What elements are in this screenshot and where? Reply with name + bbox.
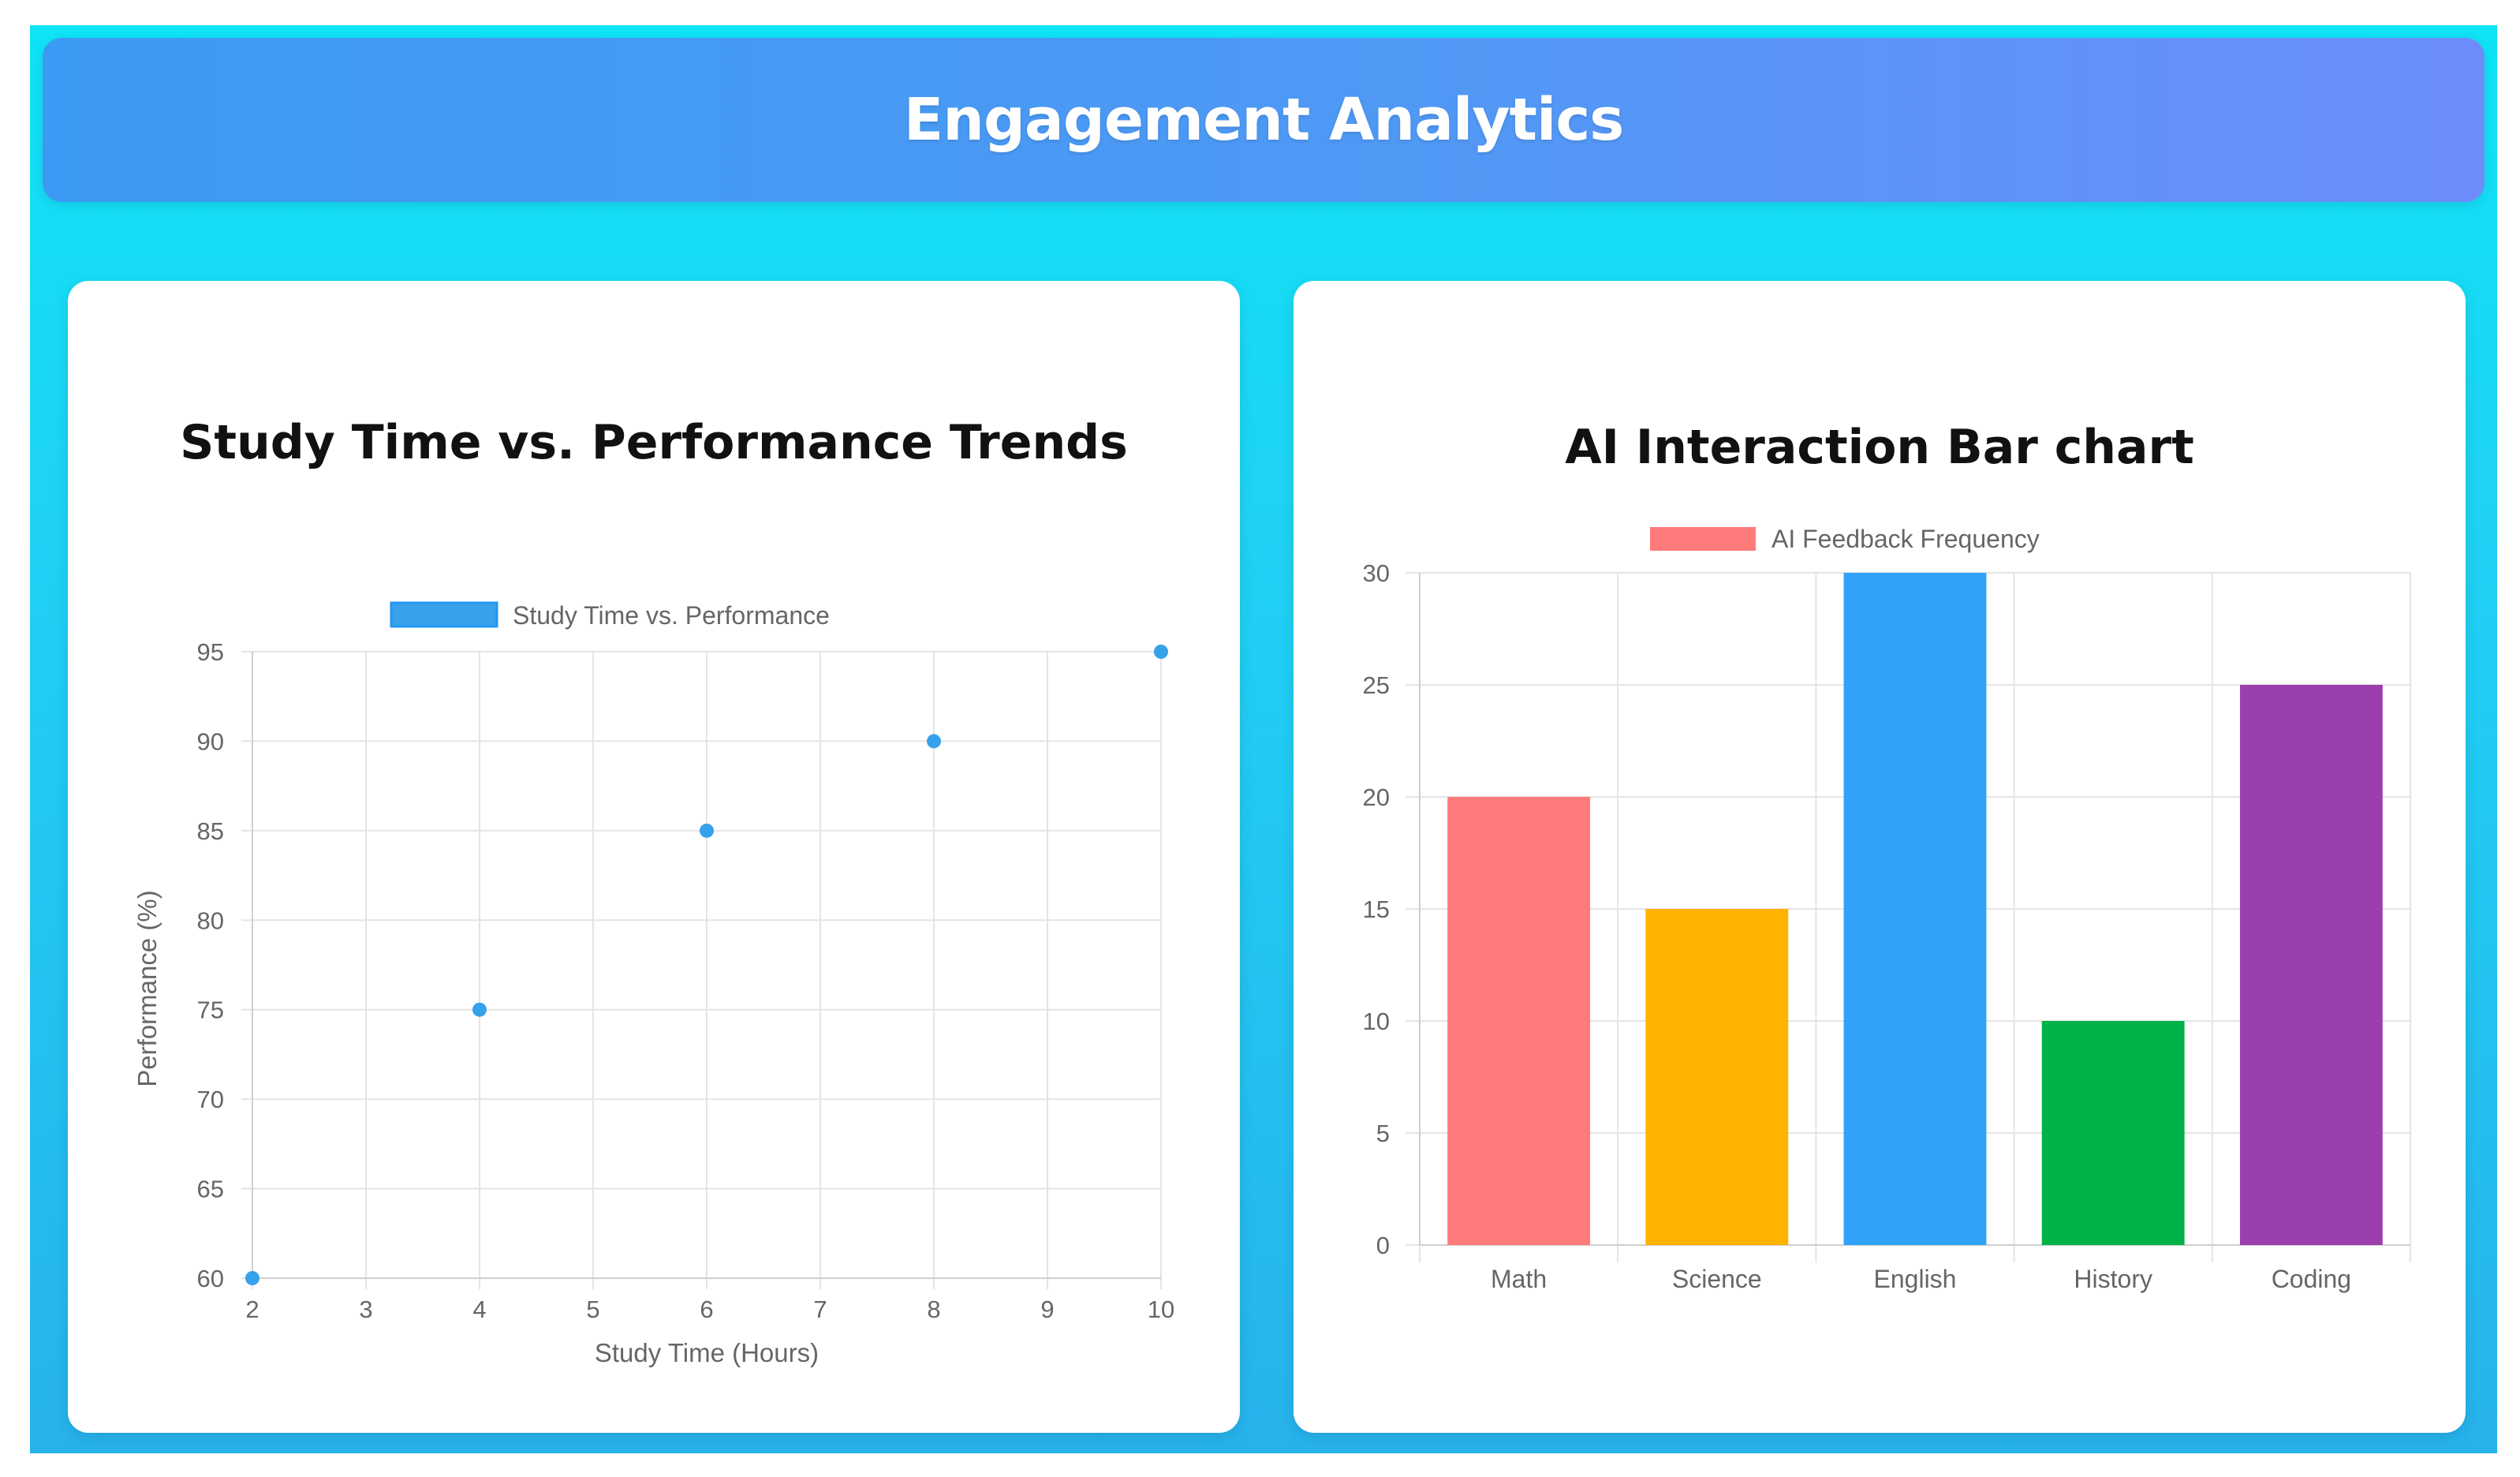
y-tick-label: 60 [197, 1265, 224, 1292]
page-title: Engagement Analytics [903, 86, 1625, 154]
x-tick-label: 4 [472, 1296, 486, 1323]
scatter-chart: 2 3 4 5 6 7 8 9 10 60 65 70 75 80 85 90 95 Study Time vs.… [133, 601, 1174, 1367]
scatter-point [245, 1271, 259, 1285]
y-tick-label: 30 [1363, 559, 1390, 587]
bar-chart: 0 5 10 15 20 25 30 AI Feedback Frequency Math Sci… [1363, 525, 2411, 1293]
scatter-point [1154, 645, 1168, 659]
scatter-point [927, 734, 941, 749]
legend-swatch [1650, 527, 1756, 551]
y-tick-label: 95 [197, 638, 224, 666]
x-tick-label: 10 [1148, 1296, 1174, 1323]
y-tick-label: 10 [1363, 1008, 1390, 1035]
y-tick-label: 20 [1363, 783, 1390, 811]
x-tick-label: English [1874, 1265, 1957, 1293]
scatter-point [472, 1002, 487, 1017]
x-tick-label: 2 [245, 1296, 259, 1323]
legend-label: Study Time vs. Performance [513, 601, 830, 630]
y-tick-label: 70 [197, 1086, 224, 1113]
y-tick-label: 85 [197, 817, 224, 845]
x-tick-label: 3 [359, 1296, 372, 1323]
y-tick-label: 75 [197, 997, 224, 1024]
bar-math [1447, 797, 1591, 1245]
bar-history [2041, 1021, 2185, 1245]
x-tick-label: Math [1491, 1265, 1547, 1293]
legend-swatch [390, 601, 498, 628]
x-tick-label: History [2074, 1265, 2152, 1293]
y-tick-label: 65 [197, 1176, 224, 1203]
x-tick-label: 5 [586, 1296, 599, 1323]
x-axis-title: Study Time (Hours) [595, 1338, 819, 1367]
bar-science [1645, 909, 1789, 1245]
y-tick-label: 5 [1376, 1120, 1390, 1147]
legend-label: AI Feedback Frequency [1771, 525, 2040, 553]
x-tick-label: Coding [2272, 1265, 2351, 1293]
x-tick-label: 6 [700, 1296, 713, 1323]
bar-chart-title: AI Interaction Bar chart [1565, 420, 2194, 475]
y-tick-label: 0 [1376, 1232, 1390, 1259]
scatter-chart-title: Study Time vs. Performance Trends [180, 415, 1128, 470]
x-tick-label: 9 [1040, 1296, 1054, 1323]
header-banner: Engagement Analytics [43, 38, 2485, 202]
x-tick-label: 8 [927, 1296, 940, 1323]
bar-english [1843, 573, 1987, 1245]
y-tick-label: 80 [197, 907, 224, 934]
dashboard-frame: Engagement Analytics Study Time vs. Perf… [30, 25, 2497, 1453]
bar-chart-card: AI Interaction Bar chart 0 5 10 15 20 25 30 AI … [1294, 281, 2466, 1433]
x-tick-label: Science [1672, 1265, 1762, 1293]
scatter-point [700, 823, 714, 838]
x-tick-label: 7 [813, 1296, 827, 1323]
bar-coding [2239, 685, 2383, 1245]
y-axis-title: Performance (%) [133, 890, 162, 1086]
y-tick-label: 25 [1363, 671, 1390, 699]
scatter-chart-card: Study Time vs. Performance Trends 2 3 4 5 6 7… [68, 281, 1240, 1433]
y-tick-label: 90 [197, 727, 224, 755]
y-tick-label: 15 [1363, 896, 1390, 923]
